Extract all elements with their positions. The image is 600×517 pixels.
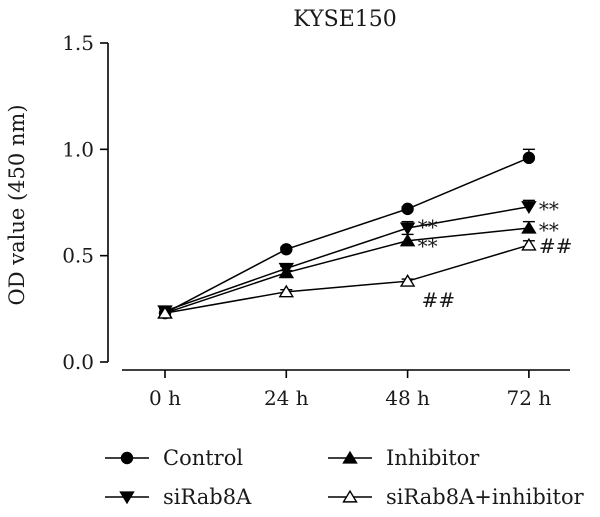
data-point (522, 151, 536, 165)
data-point (280, 243, 293, 256)
data-point (521, 220, 537, 234)
x-tick-label: 72 h (507, 386, 552, 410)
y-tick-label: 0.0 (62, 350, 94, 374)
legend-marker (119, 491, 135, 505)
legend-label: Control (163, 446, 243, 470)
y-tick-label: 1.0 (62, 137, 94, 161)
data-points (157, 151, 537, 320)
chart-title: KYSE150 (293, 7, 397, 32)
data-point (399, 233, 416, 247)
data-point (399, 273, 416, 287)
data-point (278, 284, 295, 298)
series-line (164, 244, 530, 314)
series-line (164, 157, 530, 314)
legend-label: siRab8A+inhibitor (386, 485, 585, 509)
legend-label: siRab8A (163, 485, 252, 509)
x-ticks: 0 h 24 h 48 h 72 h (149, 370, 551, 410)
data-point (399, 222, 416, 236)
data-point (157, 305, 173, 319)
significance-annotation: ** (539, 218, 559, 242)
data-point (401, 202, 414, 216)
x-tick-label: 0 h (149, 386, 181, 410)
y-ticks: 0.0 0.5 1.0 1.5 (62, 31, 108, 374)
x-tick-label: 24 h (264, 386, 309, 410)
error-bars (159, 148, 535, 314)
significance-annotation: ** (418, 215, 438, 239)
legend-marker (342, 489, 358, 503)
y-tick-label: 1.5 (62, 31, 94, 55)
legend-label: Inhibitor (386, 446, 480, 470)
significance-annotations: ********#### (418, 197, 573, 312)
legend: Control siRab8A Inhibitor siRab8A+inhibitor (105, 446, 585, 509)
series-lines (164, 157, 530, 314)
series-line (164, 227, 529, 314)
significance-annotation: ## (422, 288, 456, 312)
legend-marker (342, 450, 358, 464)
y-tick-label: 0.5 (62, 244, 94, 268)
data-point (278, 265, 295, 279)
significance-annotation: ** (418, 234, 438, 258)
significance-annotation: ## (539, 234, 573, 258)
data-point (521, 237, 537, 251)
series-line (164, 206, 530, 312)
significance-annotation: ** (539, 197, 559, 221)
x-tick-label: 48 h (385, 386, 430, 410)
data-point (521, 201, 537, 214)
legend-marker (120, 451, 134, 465)
y-axis-label: OD value (450 nm) (5, 104, 29, 305)
